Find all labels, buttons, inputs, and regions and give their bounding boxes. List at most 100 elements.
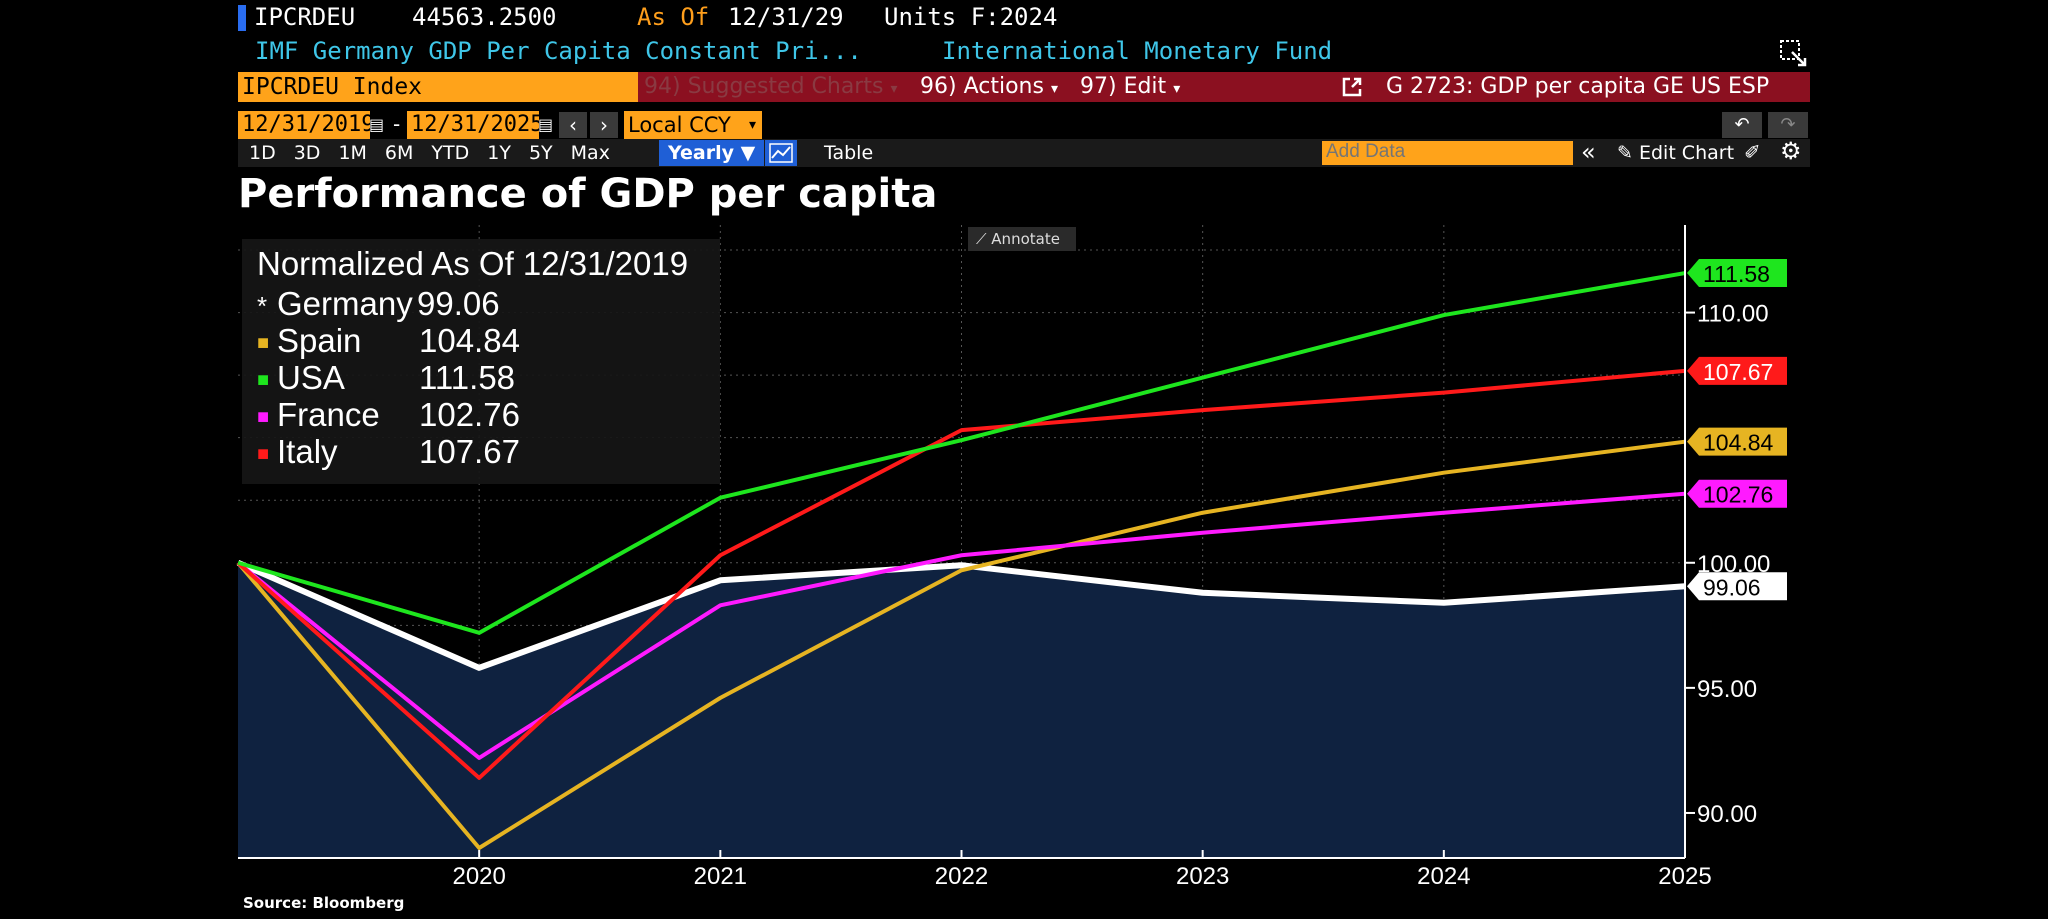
period-button-6m[interactable]: 6M — [384, 142, 414, 164]
table-button[interactable]: Table — [824, 142, 874, 164]
end-date-text: 12/31/2025 — [411, 112, 544, 137]
calendar-icon[interactable]: ▤ — [369, 115, 385, 134]
y-tick-label: 90.00 — [1697, 801, 1757, 828]
legend-item-france[interactable]: ■ France 102.76 — [257, 396, 520, 433]
x-tick-label: 2025 — [1658, 863, 1711, 890]
gear-icon[interactable]: ⚙ — [1780, 137, 1802, 165]
security-field-text: IPCRDEU Index — [242, 74, 423, 100]
x-tick-label: 2022 — [935, 863, 988, 890]
last-value-label-spain: 104.84 — [1703, 430, 1774, 456]
legend-marker: ■ — [257, 368, 270, 391]
as-of-label: As Of — [637, 3, 710, 31]
date-dash: - — [393, 112, 401, 136]
germany-area — [238, 562, 1685, 858]
legend-marker: ■ — [257, 331, 270, 354]
legend-value: 99.06 — [417, 285, 500, 322]
chart-title-bar[interactable]: G 2723: GDP per capita GE US ESP — [1188, 72, 1810, 102]
edit-chart-label: Edit Chart — [1638, 142, 1735, 164]
series-line-spain — [236, 439, 1686, 850]
calendar-icon[interactable]: ▤ — [538, 115, 554, 134]
legend-item-italy[interactable]: ■ Italy 107.67 — [257, 433, 520, 470]
start-date-field[interactable]: 12/31/2019 — [238, 111, 374, 139]
chevron-down-icon: ▾ — [1050, 81, 1058, 97]
legend-item-usa[interactable]: ■ USA 111.58 — [257, 359, 516, 396]
legend-name: Spain — [277, 322, 362, 359]
last-value: 44563.2500 — [412, 3, 557, 31]
period-button-1y[interactable]: 1Y — [487, 142, 511, 164]
suggested-charts-menu[interactable]: 94) Suggested Charts ▾ — [638, 72, 916, 102]
security-field[interactable]: IPCRDEU Index — [238, 72, 638, 102]
undo-button[interactable]: ↶ — [1722, 112, 1762, 138]
legend-marker: ■ — [257, 442, 270, 465]
frequency-select[interactable]: Yearly ▼ — [659, 140, 765, 166]
legend-marker: ■ — [257, 405, 270, 428]
legend-name: USA — [277, 359, 345, 396]
chevron-down-icon: ▾ — [890, 81, 898, 97]
last-value-tag — [1687, 572, 1787, 601]
last-value-label-france: 102.76 — [1703, 482, 1773, 508]
x-tick-label: 2024 — [1417, 863, 1470, 890]
x-tick-label: 2021 — [694, 863, 747, 890]
legend-item-spain[interactable]: ■ Spain 104.84 — [257, 322, 520, 359]
period-button-max[interactable]: Max — [570, 142, 610, 164]
legend: Normalized As Of 12/31/2019 * Germany 99.0… — [242, 239, 720, 484]
last-value-tag — [1687, 479, 1787, 508]
annotate-button[interactable]: ⟋ Annotate — [968, 227, 1076, 251]
legend-value: 107.67 — [419, 433, 520, 470]
ticker-marker — [238, 5, 246, 31]
edit-chart-button[interactable]: ✎ Edit Chart — [1608, 140, 1743, 166]
y-tick-label: 110.00 — [1697, 301, 1769, 328]
security-description: IMF Germany GDP Per Capita Constant Pri.… — [255, 37, 862, 65]
series-line-france — [236, 491, 1686, 760]
period-buttons: 1D 3D 1M 6M YTD 1Y 5Y Max — [240, 140, 619, 166]
period-button-3d[interactable]: 3D — [293, 142, 321, 164]
line-chart-type-button[interactable] — [765, 140, 797, 166]
next-period-button[interactable]: › — [590, 112, 618, 138]
as-of-date: 12/31/29 — [728, 3, 844, 31]
previous-period-button[interactable]: ‹ — [559, 112, 587, 138]
actions-menu[interactable]: 96) Actions ▾ — [914, 72, 1076, 102]
y-tick-label: 100.00 — [1697, 551, 1770, 578]
source-organization: International Monetary Fund — [942, 37, 1333, 65]
annotate-label: Annotate — [991, 230, 1060, 248]
add-data-input[interactable] — [1322, 141, 1575, 165]
pencil-icon: ✎ — [1617, 142, 1633, 164]
collapse-icon[interactable]: « — [1581, 138, 1596, 166]
last-value-label-germany: 99.06 — [1703, 574, 1761, 600]
legend-value: 102.76 — [419, 396, 520, 433]
add-data-field[interactable] — [1322, 141, 1575, 163]
legend-name: Italy — [277, 433, 338, 470]
period-button-1m[interactable]: 1M — [338, 142, 367, 164]
end-date-field[interactable]: 12/31/2025 — [407, 111, 543, 139]
currency-select[interactable]: Local CCY ▾ — [624, 111, 762, 139]
popout-icon[interactable] — [1778, 38, 1808, 68]
frequency-text: Yearly — [668, 142, 734, 164]
y-tick-label: 95.00 — [1697, 676, 1757, 703]
x-tick-label: 2023 — [1176, 863, 1229, 890]
edit-menu[interactable]: 97) Edit ▾ — [1074, 72, 1190, 102]
x-tick-label: 2020 — [452, 863, 505, 890]
legend-name: Germany — [277, 285, 413, 322]
last-value-tag — [1687, 427, 1787, 456]
last-value-label-usa: 111.58 — [1703, 261, 1770, 287]
actions-label: 96) Actions — [920, 74, 1044, 99]
period-button-1d[interactable]: 1D — [249, 142, 276, 164]
legend-item-germany[interactable]: * Germany 99.06 — [257, 285, 500, 322]
period-button-5y[interactable]: 5Y — [528, 142, 553, 164]
annotate-icon: ⟋ — [976, 230, 987, 248]
suggested-charts-label: 94) Suggested Charts — [644, 74, 884, 99]
chevron-down-icon: ▾ — [748, 117, 756, 133]
edit-layout-icon[interactable]: ✐ — [1744, 140, 1761, 164]
edit-label: 97) Edit — [1080, 74, 1167, 99]
external-link-icon — [1340, 75, 1364, 108]
currency-text: Local CCY — [628, 113, 731, 137]
last-value-tag — [1687, 259, 1787, 288]
source-note: Source: Bloomberg — [243, 894, 405, 912]
series-line-germany — [236, 560, 1686, 671]
chevron-down-icon: ▾ — [1173, 81, 1181, 97]
chart-title: Performance of GDP per capita — [238, 171, 938, 217]
legend-marker: * — [257, 290, 268, 321]
period-button-ytd[interactable]: YTD — [431, 142, 470, 164]
legend-value: 111.58 — [419, 359, 516, 396]
redo-button[interactable]: ↷ — [1768, 112, 1808, 138]
